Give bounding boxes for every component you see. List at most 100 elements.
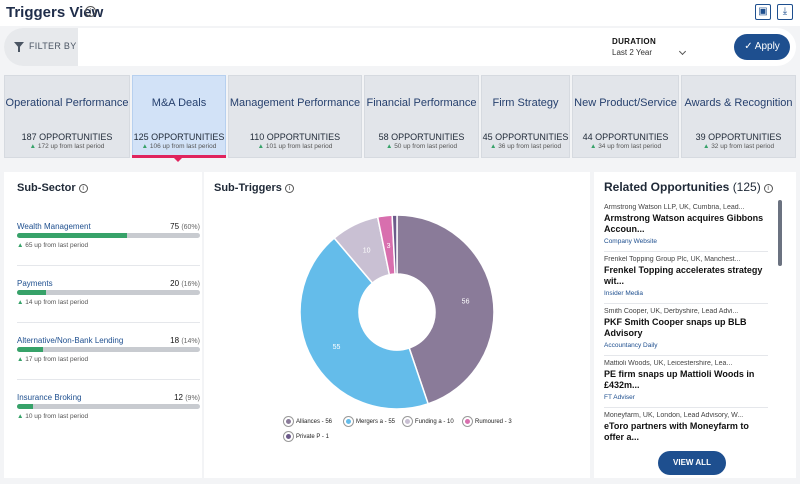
view-all-button[interactable]: VIEW ALL (658, 451, 726, 475)
related-publisher[interactable]: Insider Media (604, 290, 644, 297)
sub-sector-name: Insurance Broking (17, 393, 82, 402)
tile-awards-recognition[interactable]: Awards & Recognition 39 OPPORTUNITIES ▲ … (681, 75, 796, 158)
legend-item[interactable]: Alliances - 56 (284, 417, 332, 426)
filter-by-button[interactable]: FILTER BY (4, 28, 78, 66)
related-item[interactable]: Frenkel Topping Group Plc, UK, Manchest.… (604, 256, 766, 297)
legend-item[interactable]: Mergers a - 55 (344, 417, 395, 426)
donut-slice-mergers-a[interactable] (299, 236, 430, 410)
sub-sector-change: ▲ 14 up from last period (17, 299, 89, 306)
divider (604, 251, 768, 252)
sub-sector-item[interactable]: Insurance Broking 12 (9%) ▲ 10 up from l… (17, 393, 200, 441)
legend-swatch (284, 432, 293, 441)
sub-sector-title: Sub-Sector i (17, 182, 88, 194)
chevron-down-icon[interactable] (678, 47, 687, 56)
divider (17, 379, 200, 380)
related-source: Mattioli Woods, UK, Leicestershire, Lea.… (604, 360, 733, 367)
legend-swatch (463, 417, 472, 426)
info-icon[interactable]: i (85, 6, 96, 17)
tile-firm-strategy[interactable]: Firm Strategy 45 OPPORTUNITIES ▲ 36 up f… (481, 75, 570, 158)
tile-count: 45 OPPORTUNITIES (482, 132, 569, 142)
tile-change: ▲ 36 up from last period (489, 143, 562, 150)
tile-ma-deals[interactable]: M&A Deals 125 OPPORTUNITIES ▲ 106 up fro… (132, 75, 226, 158)
tile-financial-performance[interactable]: Financial Performance 58 OPPORTUNITIES ▲… (364, 75, 479, 158)
tile-management-performance[interactable]: Management Performance 110 OPPORTUNITIES… (228, 75, 362, 158)
tile-name: M&A Deals (151, 97, 207, 109)
tile-name: Operational Performance (5, 97, 129, 109)
legend-swatch (284, 417, 293, 426)
sub-sector-name: Wealth Management (17, 222, 91, 231)
sub-sector-panel: Sub-Sector i Wealth Management 75 (60%) ▲… (4, 172, 202, 478)
related-publisher[interactable]: Company Website (604, 238, 657, 245)
tile-count: 125 OPPORTUNITIES (133, 132, 225, 142)
progress-fill (17, 347, 43, 352)
related-title: Related Opportunities (125) i (604, 180, 773, 194)
up-triangle-icon: ▲ (17, 356, 24, 363)
tile-new-product-service[interactable]: New Product/Service 44 OPPORTUNITIES ▲ 3… (572, 75, 679, 158)
related-source: Armstrong Watson LLP, UK, Cumbria, Lead.… (604, 204, 745, 211)
tile-name: Financial Performance (366, 97, 477, 109)
sub-sector-item[interactable]: Wealth Management 75 (60%) ▲ 65 up from … (17, 222, 200, 270)
legend-item[interactable]: Private P - 1 (284, 432, 329, 441)
divider (17, 322, 200, 323)
sub-sector-value: 75 (60%) (170, 222, 200, 231)
related-headline[interactable]: eToro partners with Moneyfarm to offer a… (604, 421, 749, 442)
export-icon[interactable]: ▣ (755, 4, 771, 20)
info-icon[interactable]: i (763, 184, 773, 193)
sub-sector-item[interactable]: Alternative/Non-Bank Lending 18 (14%) ▲ … (17, 336, 200, 384)
duration-dropdown[interactable]: Last 2 Year (612, 48, 653, 57)
sub-sector-change: ▲ 65 up from last period (17, 242, 89, 249)
divider (17, 265, 200, 266)
progress-bar (17, 347, 200, 352)
info-icon[interactable]: i (284, 184, 294, 193)
related-headline[interactable]: PE firm snaps up Mattioli Woods in £432m… (604, 369, 755, 390)
apply-button[interactable]: ✓ Apply (734, 34, 790, 60)
scrollbar[interactable] (778, 200, 782, 266)
slice-label: 55 (333, 344, 341, 351)
tile-operational-performance[interactable]: Operational Performance 187 OPPORTUNITIE… (4, 75, 130, 158)
related-publisher[interactable]: FT Adviser (604, 394, 635, 401)
tile-count: 110 OPPORTUNITIES (249, 132, 341, 142)
sub-sector-item[interactable]: Payments 20 (16%) ▲ 14 up from last peri… (17, 279, 200, 327)
related-item[interactable]: Smith Cooper, UK, Derbyshire, Lead Advi.… (604, 308, 766, 349)
legend-swatch (403, 417, 412, 426)
info-icon[interactable]: i (78, 184, 88, 193)
progress-bar (17, 233, 200, 238)
page-header: Triggers View i ▣ ⤓ (0, 0, 800, 26)
sub-sector-change: ▲ 10 up from last period (17, 413, 89, 420)
up-triangle-icon: ▲ (257, 143, 265, 150)
related-headline[interactable]: PKF Smith Cooper snaps up BLB Advisory (604, 317, 747, 338)
sub-triggers-panel: Sub-Triggers i 56 55 10 3 Alliances - 56 Mer… (204, 172, 590, 478)
related-headline[interactable]: Frenkel Topping accelerates strategy wit… (604, 265, 763, 286)
legend-item[interactable]: Funding a - 10 (403, 417, 454, 426)
up-triangle-icon: ▲ (29, 143, 37, 150)
related-item[interactable]: Moneyfarm, UK, London, Lead Advisory, W.… (604, 412, 766, 442)
related-source: Moneyfarm, UK, London, Lead Advisory, W.… (604, 412, 744, 419)
up-triangle-icon: ▲ (17, 299, 24, 306)
divider (604, 303, 768, 304)
donut-chart: 56 55 10 3 (299, 214, 495, 410)
donut-slice-alliances[interactable] (396, 214, 495, 405)
progress-bar (17, 404, 200, 409)
sub-sector-name: Payments (17, 279, 53, 288)
tile-change: ▲ 34 up from last period (589, 143, 662, 150)
up-triangle-icon: ▲ (17, 413, 24, 420)
related-source: Smith Cooper, UK, Derbyshire, Lead Advi.… (604, 308, 739, 315)
related-publisher[interactable]: Accountancy Daily (604, 342, 658, 349)
progress-fill (17, 404, 34, 409)
donut-slice-private-p[interactable] (391, 214, 398, 275)
page-title: Triggers View (6, 4, 104, 21)
progress-bar (17, 290, 200, 295)
legend-item[interactable]: Rumoured - 3 (463, 417, 512, 426)
funnel-icon (14, 42, 24, 52)
related-item[interactable]: Mattioli Woods, UK, Leicestershire, Lea.… (604, 360, 766, 401)
tile-count: 44 OPPORTUNITIES (582, 132, 669, 142)
download-icon[interactable]: ⤓ (777, 4, 793, 20)
related-item[interactable]: Armstrong Watson LLP, UK, Cumbria, Lead.… (604, 204, 766, 245)
slice-label: 56 (462, 299, 470, 306)
slice-label: 3 (387, 243, 391, 250)
sub-sector-name: Alternative/Non-Bank Lending (17, 336, 124, 345)
related-headline[interactable]: Armstrong Watson acquires Gibbons Accoun… (604, 213, 764, 234)
up-triangle-icon: ▲ (385, 143, 393, 150)
tile-count: 39 OPPORTUNITIES (695, 132, 782, 142)
tile-count: 187 OPPORTUNITIES (21, 132, 113, 142)
